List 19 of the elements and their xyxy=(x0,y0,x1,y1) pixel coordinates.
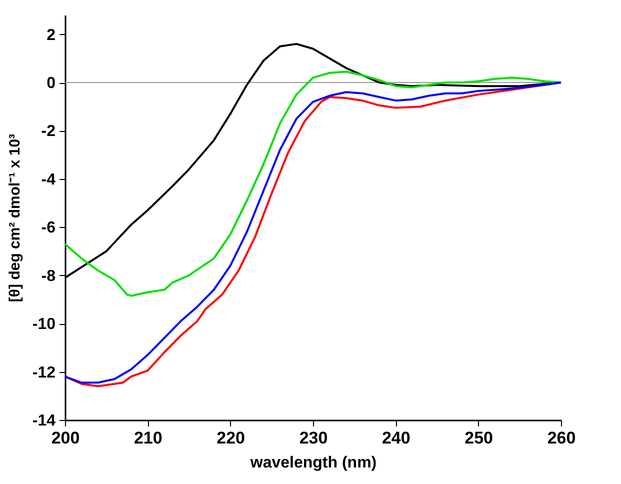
y-tick-label: -10 xyxy=(32,316,56,334)
x-tick-label: 210 xyxy=(134,428,162,448)
y-axis-title: [θ] deg cm² dmol⁻¹ x 10³ xyxy=(6,134,24,302)
x-tick-label: 200 xyxy=(51,428,80,448)
y-tick-label: -2 xyxy=(41,123,56,140)
x-tick-label: 260 xyxy=(547,428,576,448)
y-tick-label: -4 xyxy=(41,171,56,188)
y-tick-label: -8 xyxy=(41,268,56,285)
y-tick-label: -6 xyxy=(41,220,56,237)
x-tick-label: 240 xyxy=(382,428,410,448)
x-tick-label: 250 xyxy=(464,428,494,448)
x-tick-label: 220 xyxy=(216,428,246,448)
y-tick-label: 0 xyxy=(46,75,56,92)
x-axis-title: wavelength (nm) xyxy=(249,454,377,472)
y-tick-label: -14 xyxy=(32,412,56,430)
y-tick-label: 2 xyxy=(46,26,56,44)
y-tick-label: -12 xyxy=(32,364,56,382)
line-series xyxy=(64,70,562,297)
x-tick-label: 230 xyxy=(299,428,328,448)
